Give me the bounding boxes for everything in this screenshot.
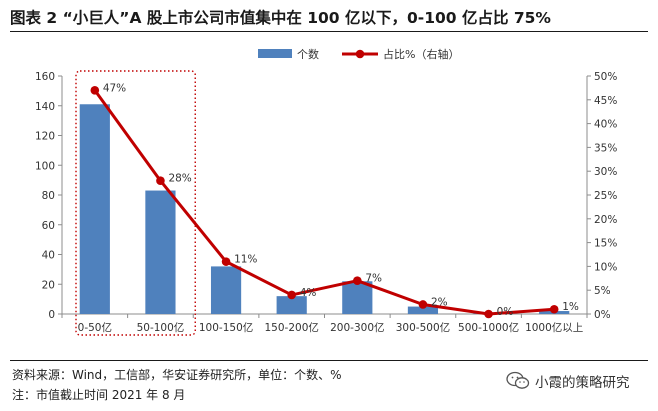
right-tick-label: 10% (594, 261, 617, 273)
highlight-box (75, 70, 196, 336)
left-tick-label: 160 (35, 71, 55, 83)
x-tick-label: 100-150亿 (199, 321, 253, 334)
x-tick-label: 0-50亿 (78, 321, 112, 334)
x-tick-label: 150-200亿 (265, 321, 319, 334)
share-data-label: 7% (365, 273, 382, 285)
left-tick-label: 100 (35, 160, 55, 172)
share-point-7 (484, 309, 493, 319)
footer-rule (10, 360, 648, 361)
x-tick-label: 500-1000亿 (458, 321, 519, 334)
left-tick-label: 140 (35, 101, 55, 113)
source-note: 资料来源：Wind，工信部，华安证券研究所，单位：个数、% (12, 368, 342, 382)
legend-bar-label: 个数 (297, 48, 319, 61)
right-tick-label: 25% (594, 190, 617, 202)
right-tick-label: 15% (594, 238, 617, 250)
x-tick-label: 1000亿以上 (525, 321, 583, 334)
right-tick-label: 20% (594, 214, 617, 226)
share-data-label: 4% (300, 287, 317, 299)
title-rule (10, 31, 648, 32)
chart-figure: 0 20 40 60 80 100 120 140 160 0% 5% 10% 15% 20% 25% 30%… (35, 47, 617, 336)
left-tick-label: 80 (42, 190, 55, 202)
right-tick-label: 5% (594, 285, 611, 297)
share-point-8 (549, 304, 559, 314)
x-tick-label: 50-100亿 (137, 321, 185, 334)
legend-bar-swatch (258, 49, 292, 58)
watermark: 小霞的策略研究 (506, 369, 656, 393)
share-point-5 (353, 276, 362, 285)
share-point-6 (418, 300, 428, 309)
share-point-2 (156, 176, 165, 186)
bar-3 (210, 266, 242, 314)
bar-4 (276, 296, 307, 314)
left-tick-label: 20 (42, 279, 55, 291)
date-note: 注：市值截止时间 2021 年 8 月 (12, 388, 186, 402)
left-tick-label: 120 (35, 131, 55, 143)
share-data-label: 0% (497, 306, 514, 318)
bar-6 (407, 306, 439, 314)
share-point-3 (221, 257, 231, 266)
watermark-text: 小霞的策略研究 (535, 375, 630, 391)
right-tick-label: 35% (594, 142, 617, 154)
share-data-label: 2% (431, 296, 448, 308)
wechat-icon (506, 371, 530, 389)
x-tick-label: 200-300亿 (330, 321, 384, 334)
share-point-1 (90, 85, 100, 95)
right-tick-label: 0% (594, 309, 611, 321)
legend-line-marker (355, 49, 365, 59)
bar-2 (145, 190, 176, 314)
left-tick-label: 0 (48, 309, 55, 321)
share-line (93, 89, 555, 316)
legend-line-label: 占比%（右轴） (383, 47, 459, 61)
left-tick-label: 40 (42, 250, 55, 262)
share-data-label: 1% (562, 301, 579, 313)
share-point-4 (287, 290, 296, 300)
x-tick-label: 300-500亿 (396, 321, 450, 334)
right-tick-label: 45% (594, 95, 617, 107)
share-data-label: 11% (234, 254, 257, 266)
right-tick-label: 50% (594, 71, 617, 83)
right-tick-label: 30% (594, 166, 617, 178)
share-data-label: 28% (168, 173, 191, 185)
right-tick-label: 40% (594, 119, 617, 131)
share-data-label: 47% (103, 82, 126, 94)
chart-title: 图表 2 “小巨人”A 股上市公司市值集中在 100 亿以下，0-100 亿占比… (10, 9, 551, 27)
bar-5 (342, 281, 373, 314)
left-tick-label: 60 (42, 220, 55, 232)
bar-1 (79, 104, 110, 314)
